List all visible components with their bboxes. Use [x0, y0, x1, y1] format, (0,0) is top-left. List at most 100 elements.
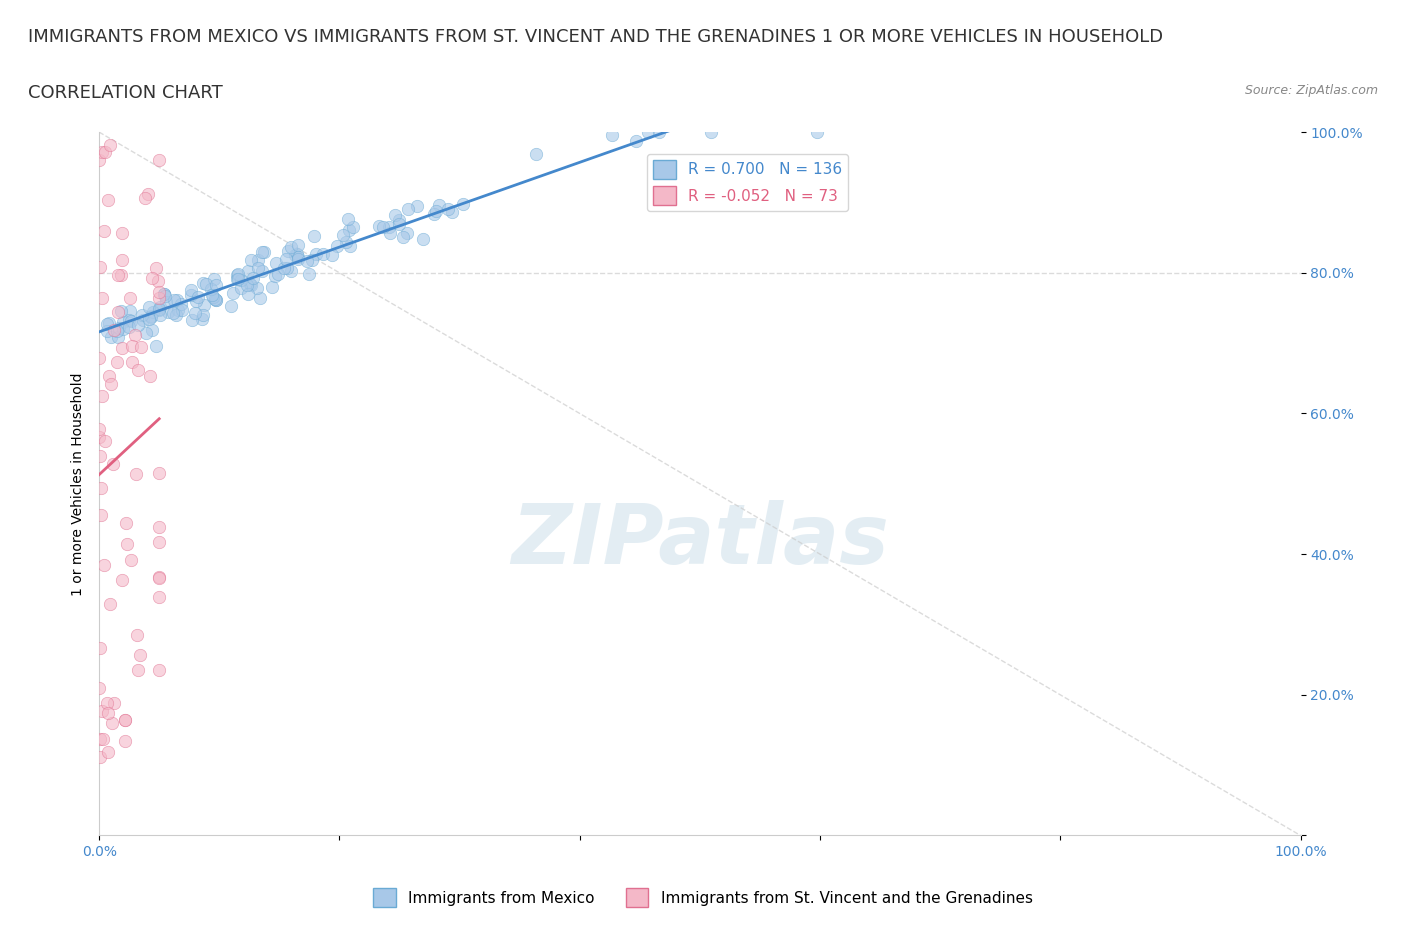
Point: [204, 293, 226, 308]
Point: [149, 299, 172, 314]
Point: [146, 273, 169, 288]
Point: [89, 422, 111, 437]
Point: [141, 323, 163, 338]
Point: [135, 326, 157, 340]
Point: [145, 339, 167, 353]
Point: [240, 252, 263, 267]
Point: [453, 197, 475, 212]
Point: [128, 647, 150, 662]
Point: [378, 219, 401, 234]
Point: [637, 125, 659, 140]
Point: [165, 308, 187, 323]
Point: [129, 339, 152, 354]
Point: [228, 272, 250, 286]
Point: [252, 263, 274, 278]
Point: [149, 307, 172, 322]
Point: [600, 127, 623, 142]
Point: [90, 145, 112, 160]
Point: [93, 223, 115, 238]
Point: [127, 663, 149, 678]
Point: [89, 350, 111, 365]
Point: [229, 281, 252, 296]
Point: [305, 246, 328, 261]
Point: [193, 297, 215, 312]
Point: [250, 245, 273, 259]
Point: [114, 734, 136, 749]
Point: [121, 339, 143, 354]
Point: [114, 712, 136, 727]
Point: [120, 313, 142, 328]
Point: [112, 322, 135, 337]
Point: [120, 291, 142, 306]
Point: [103, 322, 125, 337]
Point: [280, 239, 302, 254]
Point: [441, 205, 464, 219]
Point: [388, 217, 411, 232]
Point: [239, 277, 262, 292]
Point: [148, 291, 170, 306]
Point: [152, 286, 174, 301]
Point: [700, 125, 723, 140]
Point: [89, 731, 111, 746]
Point: [239, 277, 262, 292]
Point: [89, 681, 111, 696]
Point: [103, 696, 125, 711]
Point: [260, 279, 283, 294]
Point: [132, 312, 155, 327]
Point: [201, 289, 224, 304]
Point: [624, 134, 647, 149]
Text: ZIPatlas: ZIPatlas: [510, 499, 889, 580]
Point: [226, 266, 249, 281]
Point: [246, 280, 269, 295]
Point: [184, 305, 207, 320]
Legend: R = 0.700   N = 136, R = -0.052   N = 73: R = 0.700 N = 136, R = -0.052 N = 73: [647, 153, 848, 211]
Point: [180, 282, 202, 297]
Point: [184, 294, 207, 309]
Point: [120, 552, 142, 567]
Point: [97, 744, 120, 759]
Point: [384, 207, 406, 222]
Point: [110, 267, 132, 282]
Point: [242, 271, 264, 286]
Point: [157, 304, 180, 319]
Point: [395, 225, 418, 240]
Point: [342, 220, 364, 235]
Point: [96, 324, 118, 339]
Point: [204, 293, 226, 308]
Point: [326, 239, 349, 254]
Point: [141, 271, 163, 286]
Point: [187, 289, 209, 304]
Point: [388, 212, 411, 227]
Point: [437, 202, 460, 217]
Point: [406, 198, 429, 213]
Point: [98, 596, 121, 611]
Point: [337, 222, 360, 237]
Point: [247, 261, 270, 276]
Point: [287, 237, 309, 252]
Point: [108, 320, 131, 335]
Point: [101, 715, 124, 730]
Point: [191, 276, 214, 291]
Point: [312, 246, 335, 261]
Point: [134, 191, 156, 206]
Point: [93, 558, 115, 573]
Text: IMMIGRANTS FROM MEXICO VS IMMIGRANTS FROM ST. VINCENT AND THE GRENADINES 1 OR MO: IMMIGRANTS FROM MEXICO VS IMMIGRANTS FRO…: [28, 28, 1163, 46]
Point: [111, 340, 134, 355]
Point: [238, 286, 260, 301]
Point: [148, 303, 170, 318]
Point: [236, 278, 259, 293]
Point: [392, 230, 415, 245]
Point: [166, 292, 188, 307]
Point: [273, 261, 295, 276]
Point: [121, 354, 143, 369]
Point: [114, 516, 136, 531]
Point: [221, 286, 243, 300]
Point: [201, 287, 224, 302]
Point: [336, 212, 359, 227]
Point: [89, 430, 111, 445]
Point: [301, 252, 323, 267]
Point: [148, 153, 170, 167]
Point: [111, 252, 134, 267]
Point: [295, 254, 318, 269]
Point: [302, 229, 325, 244]
